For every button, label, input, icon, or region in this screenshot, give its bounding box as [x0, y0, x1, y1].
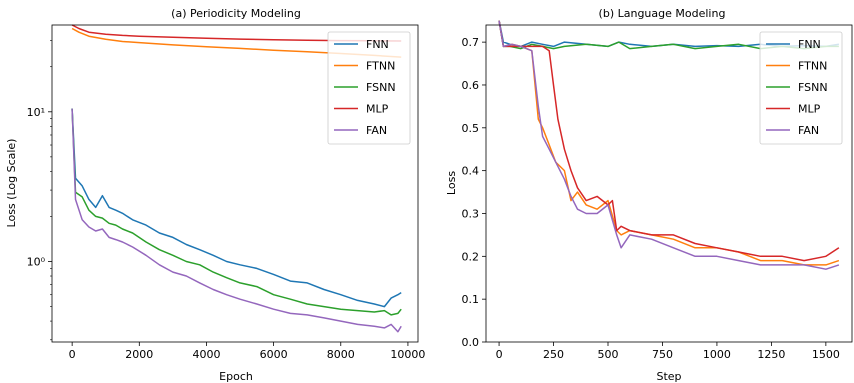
legend-label-fsnn: FSNN [798, 81, 828, 94]
series-line-fnn [71, 108, 402, 308]
y-axis-label: Loss (Log Scale) [5, 139, 18, 228]
x-tick-label: 250 [543, 348, 564, 361]
x-tick-label: 1500 [812, 348, 840, 361]
x-tick-label: 10000 [390, 348, 425, 361]
x-tick-label: 1250 [757, 348, 785, 361]
series-line-fan [71, 108, 402, 333]
axes-frame [51, 24, 419, 343]
legend-label-fsnn: FSNN [366, 81, 396, 94]
x-tick-label: 4000 [192, 348, 220, 361]
legend-label-fan: FAN [366, 124, 387, 137]
chart-periodicity-modeling: (a) Periodicity Modeling 0 2000 4000 6000 80… [5, 7, 425, 383]
y-tick-label: 0.6 [462, 79, 480, 92]
x-tick-label: 2000 [125, 348, 153, 361]
legend-label-ftnn: FTNN [366, 60, 395, 73]
x-axis-label: Epoch [219, 370, 253, 383]
y-tick-label: 0.3 [462, 207, 480, 220]
legend-label-fan: FAN [798, 124, 819, 137]
y-tick-label: 0.0 [462, 336, 480, 349]
axes-frame [485, 24, 853, 343]
series-line-mlp [498, 20, 840, 262]
y-tick-label: 0.5 [462, 122, 480, 135]
chart-language-modeling: (b) Language Modeling 0 250 500 750 1000 1250… [445, 7, 853, 383]
x-tick-label: 500 [598, 348, 619, 361]
legend-label-fnn: FNN [798, 38, 821, 51]
y-tick-label: 10¹ [27, 106, 45, 119]
x-tick-label: 0 [496, 348, 503, 361]
y-tick-label: 0.7 [462, 36, 480, 49]
legend-box [327, 31, 411, 145]
series-line-fsnn [71, 108, 402, 316]
chart-title: (b) Language Modeling [599, 7, 726, 20]
legend-label-ftnn: FTNN [798, 60, 827, 73]
x-tick-label: 1000 [703, 348, 731, 361]
y-tick-label: 0.2 [462, 250, 480, 263]
chart-title: (a) Periodicity Modeling [171, 7, 301, 20]
y-tick-label: 0.4 [462, 165, 480, 178]
x-axis-label: Step [656, 370, 681, 383]
legend-label-mlp: MLP [366, 103, 389, 116]
series-line-fan [498, 20, 840, 270]
x-tick-label: 750 [652, 348, 673, 361]
x-tick-label: 8000 [327, 348, 355, 361]
legend-box [759, 31, 843, 145]
y-tick-label: 0.1 [462, 293, 480, 306]
x-tick-label: 0 [69, 348, 76, 361]
legend: FNN FTNN FSNN MLP FAN [327, 31, 411, 145]
y-tick-label: 10⁰ [27, 256, 46, 269]
legend-label-fnn: FNN [366, 38, 389, 51]
legend: FNN FTNN FSNN MLP FAN [759, 31, 843, 145]
legend-label-mlp: MLP [798, 103, 821, 116]
x-tick-label: 6000 [260, 348, 288, 361]
y-axis-label: Loss [445, 171, 458, 195]
